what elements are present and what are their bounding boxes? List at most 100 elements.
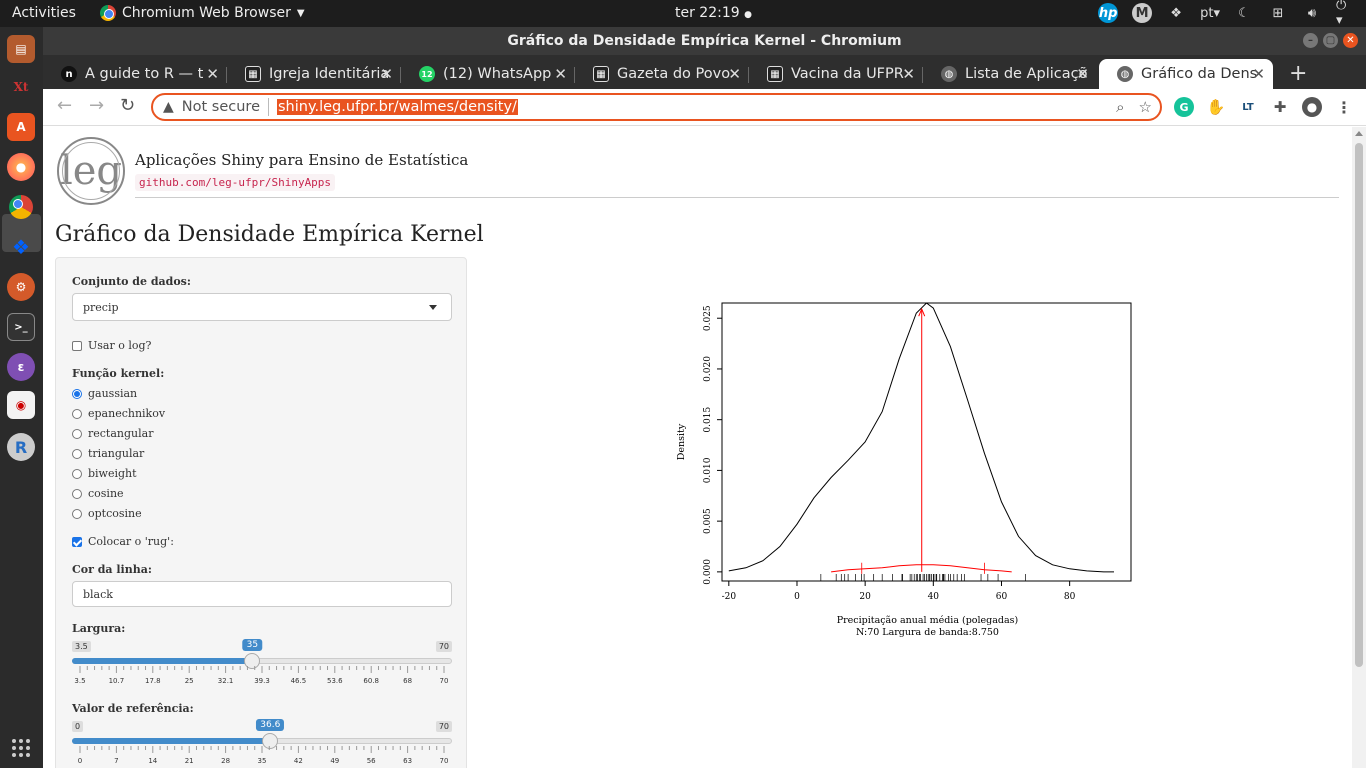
page-content: leg Aplicações Shiny para Ensino de Esta… xyxy=(43,127,1352,768)
radio-dot[interactable] xyxy=(72,388,82,399)
scroll-up-arrow-icon[interactable] xyxy=(1355,131,1363,136)
reload-icon[interactable]: ↻ xyxy=(120,95,136,116)
tab-6-active[interactable]: ◍ Gráfico da Dens ✕ xyxy=(1099,59,1273,89)
tab-1[interactable]: ▦ Igreja Identitária ✕ xyxy=(227,59,401,89)
rug-checkbox[interactable]: Colocar o 'rug': xyxy=(72,535,174,548)
dock-files-icon[interactable]: ▤ xyxy=(7,35,35,63)
slider-handle[interactable] xyxy=(244,653,261,669)
bookmark-star-icon[interactable]: ☆ xyxy=(1138,98,1152,116)
clock[interactable]: ter 22:19 ● xyxy=(675,5,752,21)
address-bar[interactable]: ▲ Not secure shiny.leg.ufpr.br/walmes/de… xyxy=(151,93,1162,121)
dock-settings-icon[interactable]: ⚙ xyxy=(7,273,35,301)
night-light-icon[interactable]: ☾ xyxy=(1238,5,1250,21)
x-tick-label: 60 xyxy=(996,592,1008,602)
radio-biweight[interactable]: biweight xyxy=(72,467,137,480)
dock-software-center-icon[interactable]: A xyxy=(7,113,35,141)
app-menu[interactable]: Chromium Web Browser ▼ xyxy=(100,5,305,21)
width-label: Largura: xyxy=(72,622,126,635)
y-tick-label: 0.000 xyxy=(703,559,713,585)
sidebar-panel: Conjunto de dados: precip Usar o log? Fu… xyxy=(55,257,467,768)
tab-4[interactable]: ▦ Vacina da UFPR ✕ xyxy=(749,59,923,89)
radio-label: cosine xyxy=(88,487,124,500)
y-tick-label: 0.005 xyxy=(703,508,713,534)
slider-tick-label: 10.7 xyxy=(108,677,125,685)
radio-gaussian[interactable]: gaussian xyxy=(72,387,137,400)
dock-evince-icon[interactable]: ◉ xyxy=(7,391,35,419)
languagetool-icon[interactable]: LT xyxy=(1242,101,1254,113)
url-text[interactable]: shiny.leg.ufpr.br/walmes/density/ xyxy=(277,99,518,115)
tab-2[interactable]: 12 (12) WhatsApp ✕ xyxy=(401,59,575,89)
slider-handle[interactable] xyxy=(262,733,279,749)
new-tab-button[interactable]: + xyxy=(1289,61,1308,86)
gnome-extension-icon[interactable]: ✋ xyxy=(1206,98,1226,116)
power-icon[interactable]: ⏻ ▾ xyxy=(1336,0,1347,28)
dropbox-icon[interactable]: ❖ xyxy=(1170,5,1182,21)
scrollbar-thumb[interactable] xyxy=(1355,143,1363,667)
show-applications-icon[interactable] xyxy=(12,739,30,757)
activities-button[interactable]: Activities xyxy=(12,5,76,21)
tab-label: A guide to R — t xyxy=(85,66,204,82)
tab-close-icon[interactable]: ✕ xyxy=(206,65,219,83)
dock-emacs-icon[interactable]: ɛ xyxy=(7,353,35,381)
log-checkbox[interactable]: Usar o log? xyxy=(72,339,151,352)
color-input[interactable]: black xyxy=(72,581,452,607)
dock-chromium-icon[interactable] xyxy=(7,193,35,221)
dock-rstudio-icon[interactable]: R xyxy=(7,433,35,461)
density-curve xyxy=(728,302,1114,573)
radio-epanechnikov[interactable]: epanechnikov xyxy=(72,407,165,420)
tab-label: Vacina da UFPR xyxy=(791,66,904,82)
radio-triangular[interactable]: triangular xyxy=(72,447,144,460)
repo-link[interactable]: github.com/leg-ufpr/ShinyApps xyxy=(135,174,336,191)
tab-3[interactable]: ▦ Gazeta do Povo ✕ xyxy=(575,59,749,89)
minimize-button[interactable]: – xyxy=(1303,33,1318,48)
radio-optcosine[interactable]: optcosine xyxy=(72,507,142,520)
radio-dot[interactable] xyxy=(72,408,82,419)
plot-frame xyxy=(721,302,1132,582)
tab-close-icon[interactable]: ✕ xyxy=(902,65,915,83)
gmail-icon[interactable]: M xyxy=(1132,3,1153,23)
maximize-button[interactable]: ▢ xyxy=(1323,33,1338,48)
dock-terminal-icon[interactable]: >_ xyxy=(7,313,35,341)
dataset-select[interactable]: precip xyxy=(72,293,452,321)
volume-icon[interactable]: 🔊︎ xyxy=(1307,5,1317,21)
radio-dot[interactable] xyxy=(72,488,82,499)
menu-kebab-icon[interactable]: ⋮ xyxy=(1336,97,1352,117)
radio-rectangular[interactable]: rectangular xyxy=(72,427,153,440)
log-checkbox-box[interactable] xyxy=(72,340,82,351)
slider-tick-label: 28 xyxy=(221,757,231,765)
language-indicator[interactable]: pt ▾ xyxy=(1200,5,1220,21)
tab-0[interactable]: n A guide to R — t ✕ xyxy=(43,59,227,89)
color-label: Cor da linha: xyxy=(72,563,152,576)
forward-arrow-icon[interactable]: → xyxy=(89,95,105,116)
radio-dot[interactable] xyxy=(72,468,82,479)
dock-texmaker-icon[interactable]: Xt xyxy=(13,80,29,94)
zoom-icon[interactable]: ⌕ xyxy=(1116,98,1125,116)
tab-close-icon[interactable]: ✕ xyxy=(554,65,567,83)
back-arrow-icon[interactable]: ← xyxy=(57,95,73,116)
rug-checkbox-box[interactable] xyxy=(72,536,82,547)
page-scrollbar[interactable] xyxy=(1352,127,1366,768)
radio-cosine[interactable]: cosine xyxy=(72,487,124,500)
radio-dot[interactable] xyxy=(72,448,82,459)
slider-grid xyxy=(79,666,445,673)
reference-slider[interactable]: 0 70 36.6 0 7 14 21 28 35 42 49 56 63 70 xyxy=(72,719,452,768)
tab-close-icon[interactable]: ✕ xyxy=(380,65,393,83)
x-tick-label: -20 xyxy=(722,592,737,602)
extensions-puzzle-icon[interactable]: ✚ xyxy=(1273,98,1287,116)
x-axis-label: Precipitação anual média (polegadas) xyxy=(837,615,1019,626)
profile-avatar-icon[interactable]: ● xyxy=(1302,97,1322,117)
tab-5[interactable]: ◍ Lista de Aplicaçõ ✕ xyxy=(923,59,1097,89)
close-window-button[interactable]: ✕ xyxy=(1343,33,1358,48)
tab-close-icon[interactable]: ✕ xyxy=(1252,65,1265,83)
grammarly-icon[interactable]: G xyxy=(1174,97,1194,117)
hp-icon[interactable]: hp xyxy=(1098,3,1119,23)
dock: ▤ Xt A ● ❖ ⚙ >_ ɛ ◉ R xyxy=(0,27,43,768)
tab-close-icon[interactable]: ✕ xyxy=(728,65,741,83)
dock-dropbox-icon[interactable]: ❖ xyxy=(12,235,30,259)
network-icon[interactable]: ⊞ xyxy=(1272,5,1284,21)
width-slider[interactable]: 3.5 70 35 3.5 10.7 17.8 25 32.1 39.3 46.5 53.6 6… xyxy=(72,639,452,691)
radio-dot[interactable] xyxy=(72,428,82,439)
tab-close-icon[interactable]: ✕ xyxy=(1076,65,1089,83)
radio-dot[interactable] xyxy=(72,508,82,519)
dock-firefox-icon[interactable]: ● xyxy=(7,153,35,181)
